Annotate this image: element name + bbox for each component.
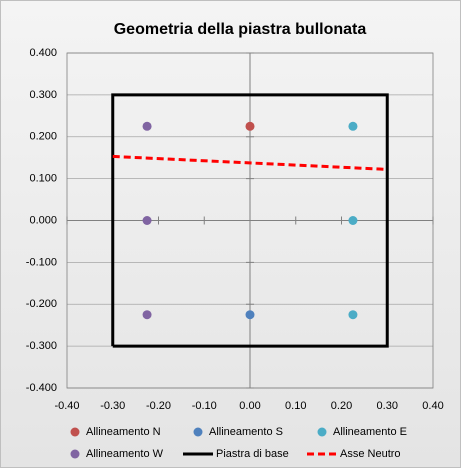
legend-label: Allineamento E: [333, 426, 407, 438]
marker: [142, 310, 152, 320]
marker: [348, 310, 358, 320]
legend-marker: [193, 427, 203, 437]
chart-title: Geometria della piastra bullonata: [114, 21, 367, 38]
legend-marker: [70, 449, 80, 459]
x-tick-label: 0.10: [285, 400, 306, 412]
line: [111, 93, 389, 348]
y-tick-label: 0.000: [29, 214, 57, 226]
plot-border: [66, 52, 434, 389]
x-tick-label: 0.00: [239, 400, 260, 412]
y-tick-label: -0.200: [26, 298, 57, 310]
x-tick-label: 0.20: [331, 400, 352, 412]
y-tick-label: 0.100: [29, 173, 57, 185]
x-tick-label: -0.40: [54, 400, 79, 412]
legend-label: Allineamento S: [209, 426, 283, 438]
x-tick-label: -0.30: [100, 400, 125, 412]
y-tick-label: -0.100: [26, 256, 57, 268]
x-tick-label: -0.10: [192, 400, 217, 412]
marker: [142, 121, 152, 131]
legend-marker: [70, 427, 80, 437]
legend-marker: [317, 427, 327, 437]
legend-label: Asse Neutro: [340, 448, 401, 460]
dashed-line: [112, 154, 388, 171]
y-tick-label: -0.400: [26, 382, 57, 394]
marker: [348, 121, 358, 131]
y-tick-label: 0.300: [29, 89, 57, 101]
marker: [245, 121, 255, 131]
x-tick-label: 0.30: [377, 400, 398, 412]
x-tick-label: -0.20: [146, 400, 171, 412]
x-tick-label: 0.40: [422, 400, 443, 412]
y-tick-label: 0.200: [29, 131, 57, 143]
legend-label: Allineamento W: [86, 448, 164, 460]
marker: [348, 216, 358, 225]
marker: [245, 310, 255, 320]
legend-label: Allineamento N: [86, 426, 161, 438]
legend-label: Piastra di base: [216, 448, 289, 460]
y-tick-label: -0.300: [26, 340, 57, 352]
marker: [142, 216, 152, 225]
y-tick-label: 0.400: [29, 47, 57, 59]
